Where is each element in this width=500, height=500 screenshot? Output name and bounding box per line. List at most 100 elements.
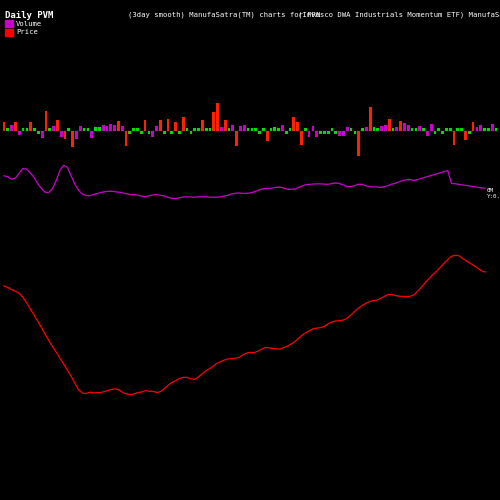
- Bar: [441, 131, 444, 134]
- Bar: [262, 128, 264, 131]
- Bar: [52, 126, 55, 131]
- Bar: [30, 122, 32, 131]
- Bar: [33, 128, 36, 131]
- Bar: [72, 131, 74, 147]
- Bar: [327, 131, 330, 134]
- Bar: [239, 126, 242, 131]
- Bar: [117, 120, 120, 131]
- Bar: [121, 126, 124, 131]
- Bar: [468, 131, 470, 134]
- Bar: [37, 131, 40, 134]
- Bar: [304, 128, 306, 131]
- Bar: [487, 128, 490, 131]
- Bar: [163, 131, 166, 134]
- Bar: [258, 131, 261, 134]
- Bar: [323, 131, 326, 134]
- Bar: [403, 123, 406, 131]
- Bar: [445, 128, 448, 131]
- Bar: [312, 126, 314, 131]
- Bar: [350, 128, 352, 131]
- Bar: [369, 107, 372, 131]
- Bar: [5, 20, 13, 27]
- Bar: [292, 118, 295, 131]
- Bar: [102, 125, 104, 131]
- Bar: [41, 131, 43, 138]
- Bar: [224, 120, 226, 131]
- Bar: [418, 126, 421, 131]
- Bar: [144, 120, 146, 131]
- Text: Volume: Volume: [16, 20, 42, 26]
- Text: Price: Price: [16, 30, 38, 36]
- Bar: [250, 128, 254, 131]
- Bar: [422, 128, 425, 131]
- Bar: [354, 131, 356, 134]
- Bar: [64, 131, 66, 139]
- Bar: [212, 112, 215, 131]
- Bar: [166, 118, 170, 131]
- Bar: [124, 131, 128, 146]
- Bar: [22, 128, 25, 131]
- Bar: [220, 127, 223, 131]
- Bar: [106, 126, 108, 131]
- Bar: [68, 128, 70, 131]
- Bar: [132, 128, 135, 131]
- Bar: [75, 131, 78, 139]
- Bar: [296, 122, 299, 131]
- Bar: [464, 131, 467, 140]
- Bar: [208, 128, 212, 131]
- Bar: [392, 128, 394, 131]
- Bar: [110, 124, 112, 131]
- Bar: [246, 128, 250, 131]
- Bar: [186, 128, 188, 131]
- Bar: [10, 124, 13, 131]
- Bar: [26, 128, 29, 131]
- Bar: [376, 128, 379, 131]
- Bar: [194, 128, 196, 131]
- Bar: [94, 128, 97, 131]
- Bar: [288, 128, 292, 131]
- Bar: [483, 128, 486, 131]
- Bar: [174, 122, 177, 131]
- Bar: [396, 127, 398, 131]
- Bar: [281, 124, 284, 131]
- Bar: [319, 131, 322, 134]
- Bar: [56, 120, 59, 131]
- Bar: [18, 131, 21, 136]
- Bar: [426, 131, 428, 136]
- Bar: [480, 125, 482, 131]
- Bar: [79, 126, 82, 131]
- Bar: [254, 128, 257, 131]
- Bar: [277, 128, 280, 131]
- Bar: [14, 122, 17, 131]
- Bar: [361, 128, 364, 131]
- Bar: [152, 131, 154, 138]
- Bar: [388, 118, 390, 131]
- Bar: [414, 128, 418, 131]
- Bar: [182, 117, 184, 131]
- Bar: [365, 126, 368, 131]
- Bar: [316, 131, 318, 137]
- Bar: [452, 131, 456, 145]
- Text: 0M
Y:0.00: 0M Y:0.00: [487, 188, 500, 198]
- Bar: [472, 122, 474, 131]
- Bar: [44, 112, 48, 131]
- Bar: [48, 128, 51, 131]
- Bar: [136, 128, 139, 131]
- Text: (Invesco DWA Industrials Momentum ETF) ManufaSatra.com: (Invesco DWA Industrials Momentum ETF) M…: [298, 11, 500, 18]
- Text: Daily PVM: Daily PVM: [5, 11, 54, 20]
- Bar: [236, 131, 238, 146]
- Bar: [128, 131, 131, 134]
- Bar: [346, 127, 348, 131]
- Bar: [60, 131, 62, 137]
- Bar: [456, 128, 459, 131]
- Bar: [98, 128, 100, 131]
- Bar: [232, 125, 234, 131]
- Bar: [334, 131, 337, 134]
- Bar: [372, 128, 376, 131]
- Bar: [434, 131, 436, 134]
- Bar: [430, 124, 432, 131]
- Bar: [274, 128, 276, 131]
- Bar: [460, 128, 463, 131]
- Bar: [82, 128, 86, 131]
- Bar: [342, 131, 345, 136]
